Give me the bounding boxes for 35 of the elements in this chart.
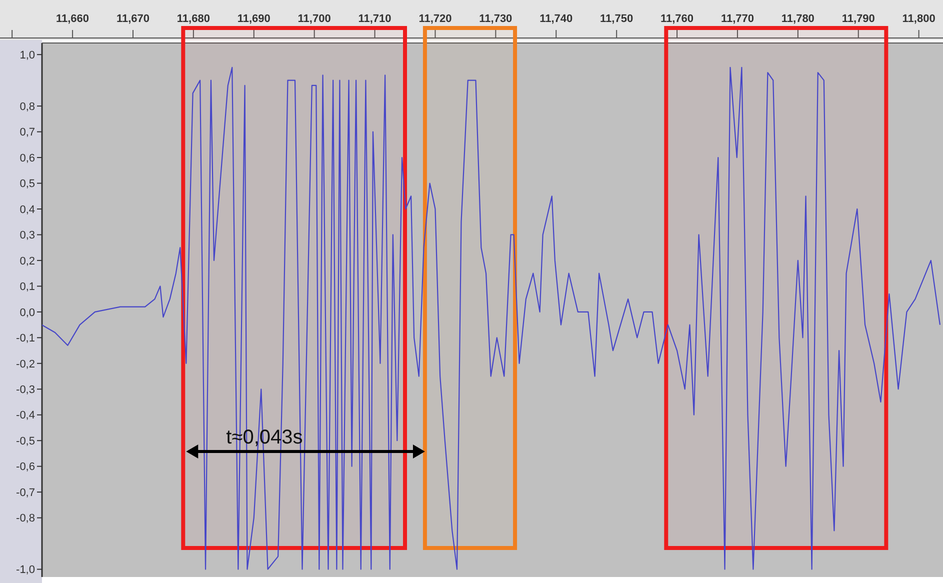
x-tick-label: 11,690 xyxy=(237,13,270,25)
x-tick-label: 11,750 xyxy=(600,13,634,25)
y-tick-label: 0,0 xyxy=(20,306,35,319)
x-tick-label: 11,780 xyxy=(781,13,814,25)
line-series xyxy=(42,66,941,570)
x-tick-label: 11,670 xyxy=(116,13,150,25)
y-tick-label: 0,5 xyxy=(20,178,35,190)
y-tick-label: -0,7 xyxy=(16,486,35,499)
y-tick-label: -1,0 xyxy=(16,564,35,576)
x-tick-label: 11,660 xyxy=(56,13,90,25)
y-tick-label: 0,4 xyxy=(20,204,35,216)
y-tick-label: -0,5 xyxy=(16,435,35,448)
x-tick-label: 11,760 xyxy=(660,13,694,25)
y-tick-label: 0,1 xyxy=(20,281,35,294)
x-tick-label: 11,800 xyxy=(902,13,936,25)
x-tick-label: 11,770 xyxy=(720,13,754,25)
y-tick-label: -0,8 xyxy=(16,512,35,525)
x-tick-label: 11,740 xyxy=(540,13,573,25)
y-tick-label: -0,6 xyxy=(16,461,35,474)
y-tick-label: 0,6 xyxy=(20,152,35,164)
y-tick-label: -0,2 xyxy=(16,358,35,370)
y-tick-label: -0,4 xyxy=(16,410,35,422)
y-tick-label: 0,7 xyxy=(20,126,35,139)
x-tick-label: 11,720 xyxy=(418,13,452,25)
y-tick-label: 0,8 xyxy=(20,100,35,113)
x-tick-label: 11,790 xyxy=(842,13,875,25)
y-tick-label: 0,3 xyxy=(20,230,35,242)
x-tick-label: 11,710 xyxy=(358,13,392,25)
x-tick-label: 11,730 xyxy=(479,13,512,25)
y-tick-label: 1,0 xyxy=(20,49,35,62)
y-tick-label: -0,3 xyxy=(16,384,35,396)
x-tick-label: 11,700 xyxy=(298,13,331,25)
y-tick-label: 0,2 xyxy=(20,255,35,268)
y-tick-label: -0,1 xyxy=(16,332,35,345)
x-tick-label: 11,680 xyxy=(176,13,210,25)
